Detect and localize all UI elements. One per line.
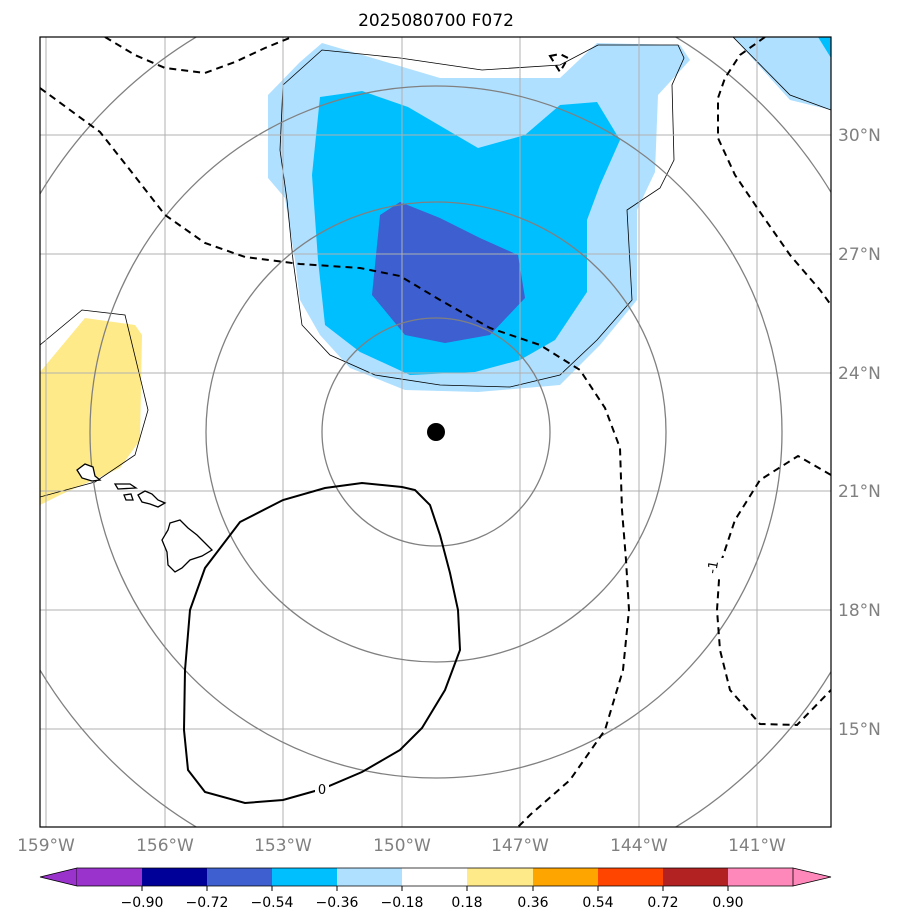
- range-rings: [40, 37, 831, 827]
- lon-tick-label: 156°W: [136, 836, 194, 856]
- contour-label-neg-one: -1: [705, 560, 722, 575]
- colorbar-label: 0.36: [517, 895, 548, 911]
- colorbar-label: 0.18: [451, 895, 482, 911]
- colorbar-label: −0.18: [381, 895, 424, 911]
- colorbar-label: 0.72: [647, 895, 678, 911]
- anomaly-fill-blue-ne: [818, 37, 831, 58]
- colorbar-ticks: [141, 886, 729, 891]
- map-area: 0 -1: [40, 37, 831, 827]
- anomaly-outline-ne: [732, 37, 831, 111]
- dashed-contours: [40, 37, 831, 827]
- colorbar-label: 0.54: [582, 895, 613, 911]
- neg-contour-label-bg: [710, 558, 724, 578]
- colorbar-segment: [272, 868, 338, 886]
- lon-tick-labels: 159°W 156°W 153°W 150°W 147°W 144°W 141°…: [17, 836, 786, 856]
- anomaly-outline-yellow: [40, 309, 149, 498]
- figure-title: 2025080700 F072: [358, 11, 514, 31]
- colorbar-extend-low: [39, 867, 78, 887]
- anomaly-fill-light-blue-ne: [733, 37, 831, 110]
- colorbar-label: 0.90: [712, 895, 743, 911]
- colorbar-segment: [728, 868, 794, 886]
- colorbar-segment: [337, 868, 403, 886]
- colorbar-segment: [533, 868, 599, 886]
- storm-center-marker: [427, 423, 445, 441]
- colorbar-label: −0.54: [251, 895, 294, 911]
- lat-tick-label: 24°N: [838, 364, 881, 384]
- colorbar-label: −0.72: [186, 895, 229, 911]
- colorbar-segment: [663, 868, 729, 886]
- zero-contour: [182, 481, 462, 805]
- lat-tick-label: 27°N: [838, 245, 881, 265]
- lat-tick-labels: 30°N 27°N 24°N 21°N 18°N 15°N: [838, 126, 881, 740]
- lon-tick-label: 150°W: [373, 836, 431, 856]
- lon-tick-label: 147°W: [491, 836, 549, 856]
- colorbar-segment: [77, 868, 143, 886]
- colorbar-label: −0.36: [316, 895, 359, 911]
- graticule: [40, 37, 831, 827]
- anomaly-outline: [279, 44, 685, 388]
- lat-tick-label: 21°N: [838, 482, 881, 502]
- colorbar-segment: [142, 868, 208, 886]
- colorbar-segment: [402, 868, 468, 886]
- colorbar-segment: [207, 868, 273, 886]
- lat-tick-label: 15°N: [838, 720, 881, 740]
- lat-tick-label: 30°N: [838, 126, 881, 146]
- map-frame: [39, 36, 832, 828]
- lat-tick-label: 18°N: [838, 601, 881, 621]
- lon-tick-label: 159°W: [17, 836, 75, 856]
- hawaii-islands: [76, 463, 214, 573]
- colorbar-segment: [467, 868, 533, 886]
- lon-tick-label: 144°W: [610, 836, 668, 856]
- colorbar-label: −0.90: [121, 895, 164, 911]
- contour-label-zero: 0: [318, 783, 326, 798]
- lon-tick-label: 153°W: [254, 836, 312, 856]
- colorbar-segment: [598, 868, 664, 886]
- colorbar: −0.90 −0.72 −0.54 −0.36 −0.18 0.18 0.36 …: [39, 867, 832, 911]
- anomaly-fill-royal-blue: [372, 202, 525, 343]
- lon-tick-label: 141°W: [728, 836, 786, 856]
- zero-contour-label-bg: [315, 782, 329, 796]
- colorbar-extend-high: [792, 867, 832, 887]
